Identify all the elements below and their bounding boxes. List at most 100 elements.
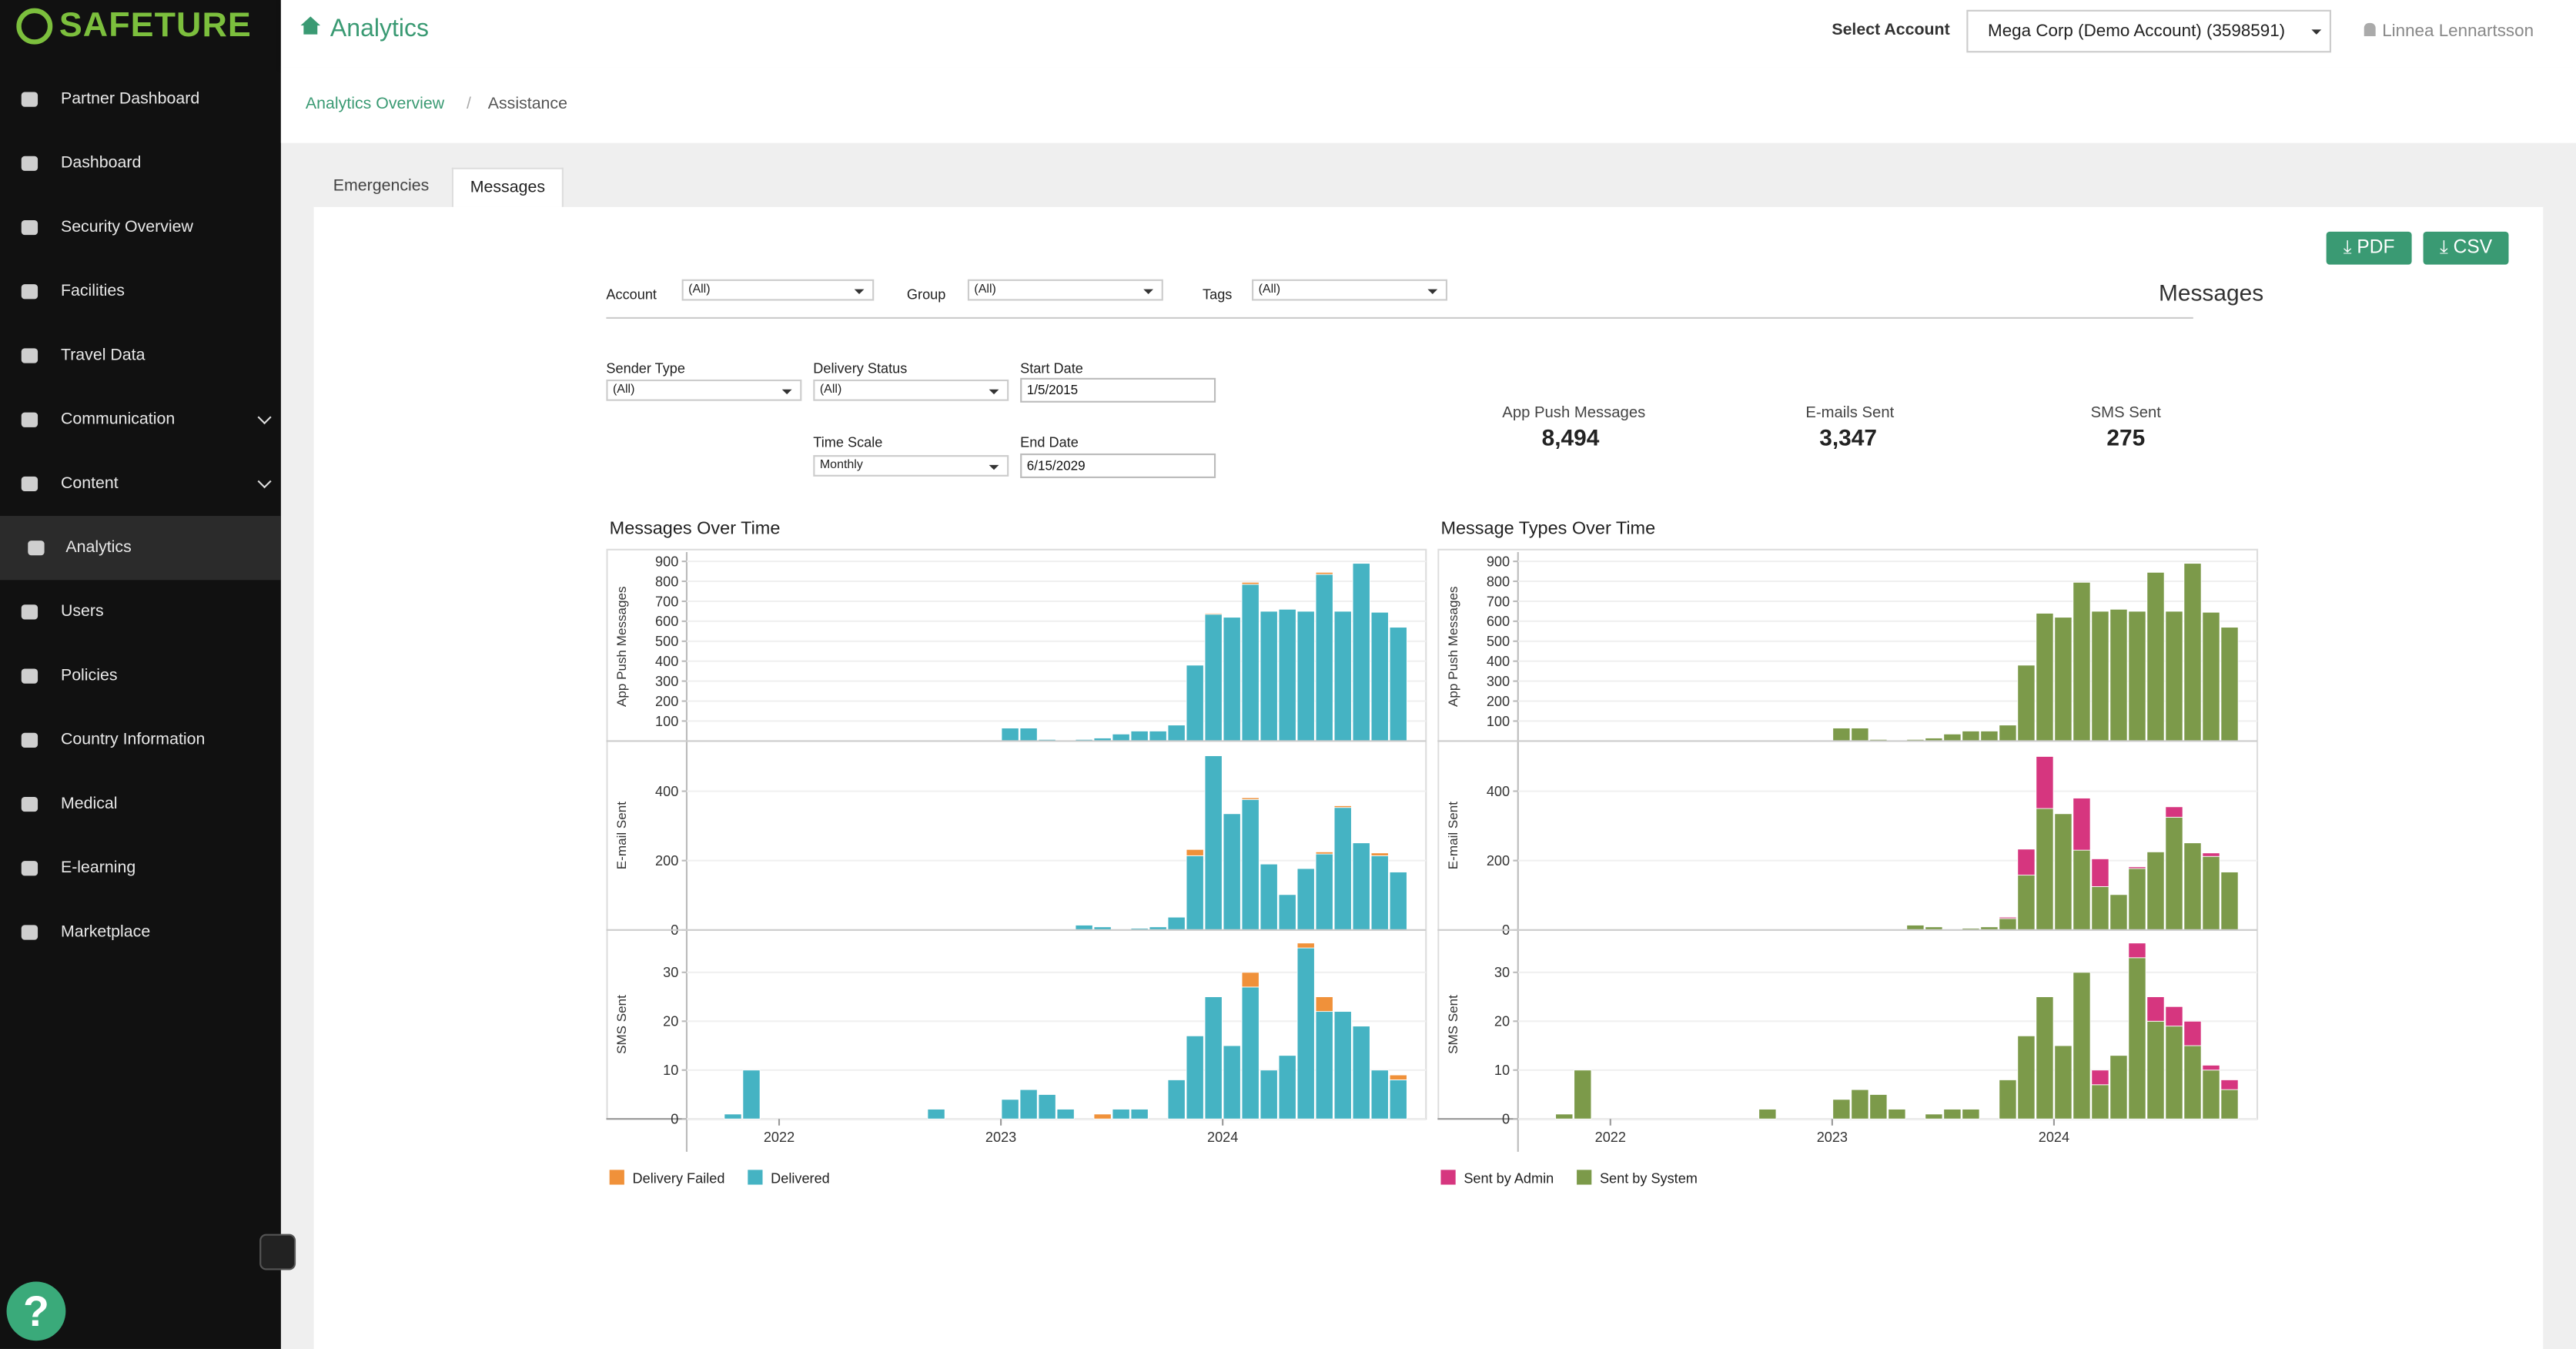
date-input[interactable]: 1/5/2015: [1020, 378, 1216, 403]
filter-select[interactable]: (All): [968, 280, 1163, 301]
filter-select[interactable]: (All): [682, 280, 875, 301]
bar: [2092, 859, 2109, 886]
bar: [1279, 1056, 1296, 1119]
bar: [1390, 1075, 1407, 1080]
nav-label: Country Information: [61, 731, 205, 749]
bar: [2073, 972, 2090, 1119]
nav-label: Dashboard: [61, 155, 141, 172]
nav-icon: [22, 348, 38, 363]
nav-item[interactable]: Dashboard: [0, 132, 281, 196]
nav-label: Analytics: [65, 539, 131, 557]
bar: [1168, 725, 1185, 741]
bar: [2036, 756, 2053, 808]
bar: [1852, 728, 1868, 741]
bar: [1186, 665, 1203, 741]
nav-item[interactable]: Communication: [0, 388, 281, 452]
bar: [2055, 618, 2072, 741]
nav-item[interactable]: Users: [0, 580, 281, 644]
nav-icon: [22, 477, 38, 491]
filter-select[interactable]: (All): [1252, 280, 1447, 301]
nav-label: E-learning: [61, 859, 135, 877]
bar: [1186, 1036, 1203, 1119]
stat-label: App Push Messages: [1459, 404, 1689, 422]
y-tick-label: 500: [655, 634, 678, 649]
nav-icon: [22, 861, 38, 875]
divider: [606, 317, 2193, 319]
collapse-button[interactable]: [259, 1234, 296, 1270]
tab[interactable]: Emergencies: [314, 168, 449, 207]
filter-label: Delivery Status: [813, 360, 907, 376]
nav-label: Travel Data: [61, 346, 146, 364]
bar: [1242, 987, 1259, 1119]
help-button[interactable]: ?: [7, 1281, 66, 1341]
legend-swatch: [1440, 1170, 1455, 1184]
logo-mark: [16, 8, 52, 45]
nav-item[interactable]: Marketplace: [0, 900, 281, 964]
nav-item[interactable]: Partner Dashboard: [0, 67, 281, 131]
bar: [2036, 808, 2053, 930]
bar: [1242, 972, 1259, 987]
bar: [2018, 875, 2035, 930]
y-tick-label: 500: [1487, 634, 1510, 649]
nav-item[interactable]: Travel Data: [0, 323, 281, 387]
nav-item[interactable]: Country Information: [0, 708, 281, 772]
breadcrumb-link[interactable]: Analytics Overview: [306, 95, 444, 113]
account-select[interactable]: Mega Corp (Demo Account) (3598591): [1966, 10, 2331, 52]
user-menu[interactable]: Linnea Lennartsson: [2364, 22, 2534, 42]
nav-label: Partner Dashboard: [61, 90, 199, 108]
tab-active[interactable]: Messages: [452, 168, 564, 207]
legend-swatch: [610, 1170, 624, 1184]
select-label: Select Account: [1832, 22, 1949, 39]
bar: [1112, 734, 1129, 741]
nav-icon: [22, 669, 38, 684]
bar: [2221, 872, 2238, 930]
bar: [1999, 725, 2016, 741]
nav-icon: [22, 604, 38, 619]
pdf-button[interactable]: ⤓ PDF: [2327, 232, 2412, 265]
home-icon: [301, 16, 321, 34]
nav-item[interactable]: Security Overview: [0, 196, 281, 259]
nav-item[interactable]: Policies: [0, 644, 281, 708]
bar: [1297, 948, 1314, 1119]
csv-button[interactable]: ⤓ CSV: [2424, 232, 2509, 265]
bar: [2092, 1085, 2109, 1119]
y-axis-label: E-mail Sent: [1446, 802, 1460, 869]
breadcrumb-bar: Analytics Overview / Assistance: [281, 67, 2576, 142]
nav-icon: [22, 925, 38, 939]
date-input[interactable]: 6/15/2029: [1020, 454, 1216, 478]
bar: [1260, 1070, 1277, 1119]
bar: [2092, 611, 2109, 741]
filter-select[interactable]: Monthly: [813, 455, 1009, 477]
bar: [1279, 609, 1296, 741]
x-tick-label: 2023: [985, 1130, 1016, 1145]
page-title: Analytics: [330, 15, 429, 42]
y-tick-label: 400: [655, 784, 678, 799]
legend-swatch: [1577, 1170, 1591, 1184]
nav-icon: [22, 92, 38, 107]
nav-item[interactable]: Facilities: [0, 259, 281, 323]
y-tick-label: 600: [1487, 614, 1510, 629]
y-axis-label: SMS Sent: [614, 995, 629, 1054]
filter-select[interactable]: (All): [606, 380, 801, 401]
nav-item[interactable]: Analytics: [0, 516, 281, 580]
bar: [1962, 1110, 1979, 1120]
bar: [1316, 852, 1333, 854]
bar: [2055, 814, 2072, 930]
y-tick-label: 300: [1487, 674, 1510, 689]
nav-item[interactable]: Content: [0, 452, 281, 516]
bar: [1279, 895, 1296, 930]
breadcrumb-current: Assistance: [488, 95, 567, 113]
bar: [2166, 1026, 2183, 1120]
nav-label: Security Overview: [61, 219, 193, 236]
nav-icon: [22, 284, 38, 299]
filter-label: Tags: [1203, 286, 1232, 302]
nav-label: Medical: [61, 795, 118, 813]
bar: [1205, 614, 1222, 741]
nav-label: Users: [61, 603, 104, 621]
filter-select[interactable]: (All): [813, 380, 1009, 401]
nav-item[interactable]: E-learning: [0, 836, 281, 900]
bar: [1223, 814, 1240, 930]
nav-item[interactable]: Medical: [0, 772, 281, 836]
bar: [928, 1110, 945, 1120]
bar: [1112, 1110, 1129, 1120]
